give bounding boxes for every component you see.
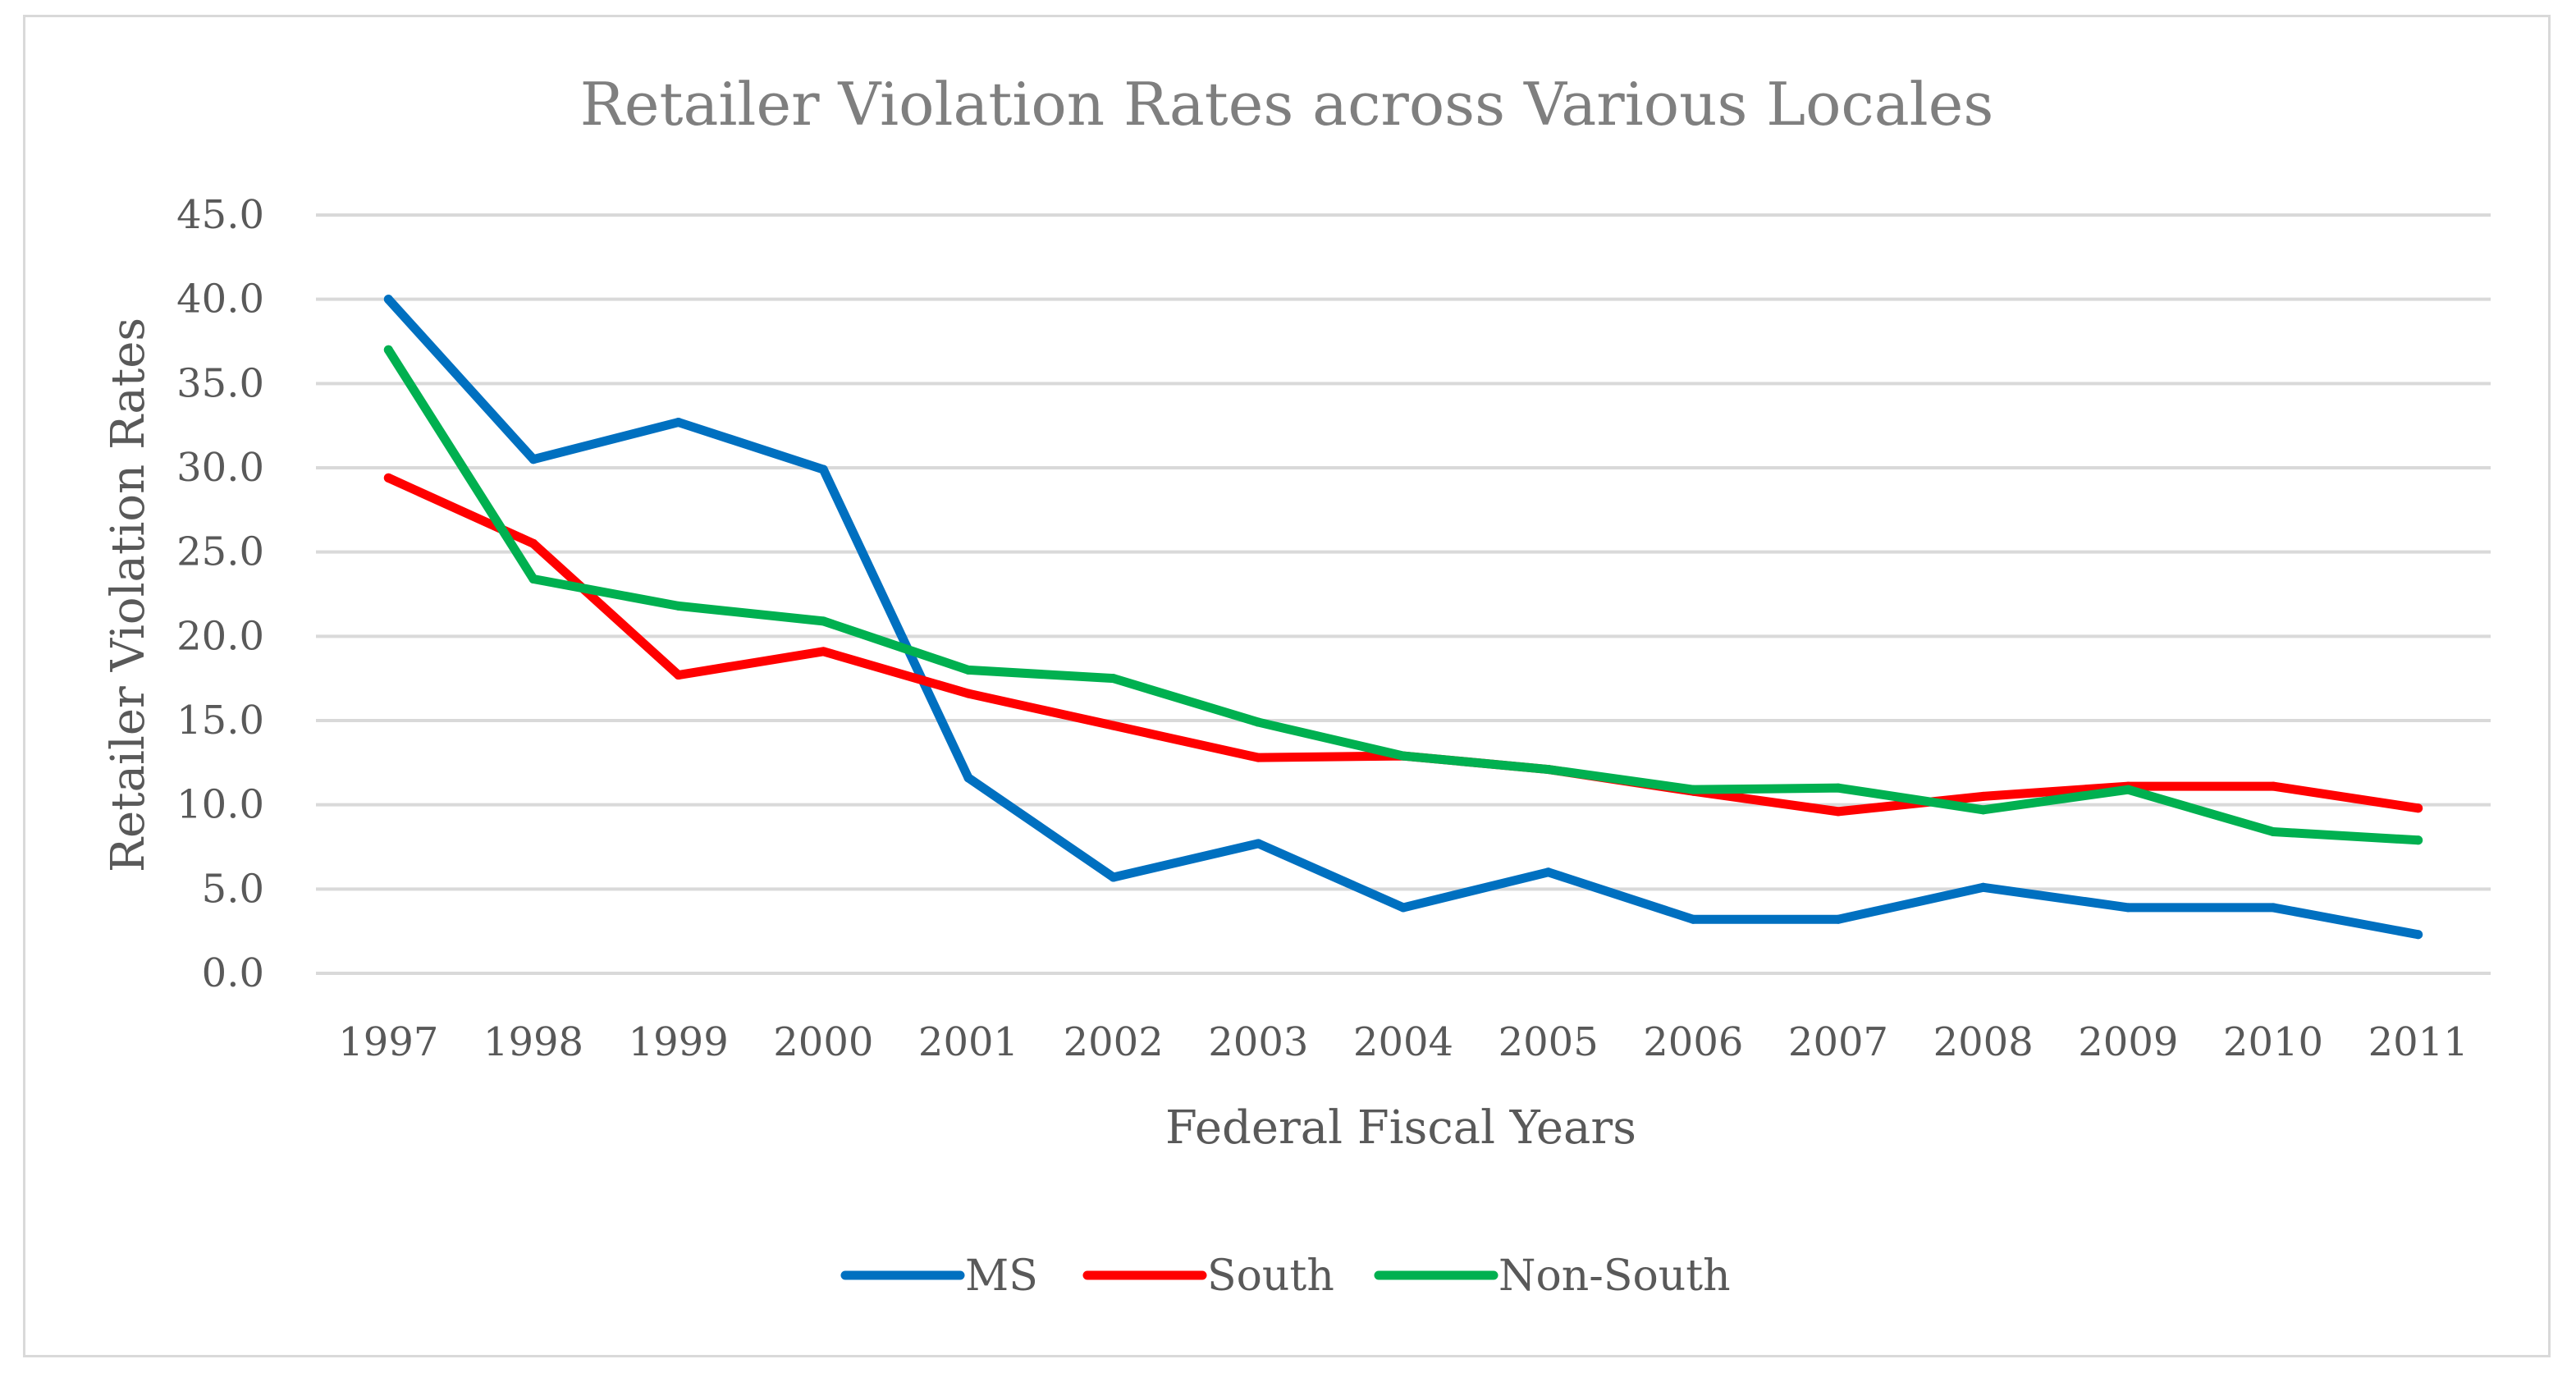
x-tick-label: 2002 bbox=[1064, 1019, 1164, 1065]
x-tick-label: 2007 bbox=[1788, 1019, 1888, 1065]
x-axis-ticks: 1997 1998 1999 2000 2001 2002 2003 2004 2005 2006… bbox=[338, 1019, 2468, 1065]
y-tick-label: 20.0 bbox=[176, 613, 264, 659]
data-point bbox=[818, 647, 828, 657]
data-point bbox=[1398, 903, 1408, 913]
data-point bbox=[963, 773, 973, 783]
data-point bbox=[2268, 827, 2278, 837]
chart-title: Retailer Violation Rates across Various … bbox=[580, 70, 1994, 139]
x-tick-label: 2006 bbox=[1643, 1019, 1743, 1065]
data-point bbox=[528, 574, 538, 584]
data-point bbox=[1253, 753, 1263, 762]
data-point bbox=[2414, 803, 2423, 813]
x-tick-label: 2008 bbox=[1933, 1019, 2034, 1065]
data-point bbox=[2414, 930, 2423, 940]
x-tick-label: 2004 bbox=[1353, 1019, 1453, 1065]
legend-label: MS bbox=[965, 1252, 1038, 1301]
data-point bbox=[1253, 717, 1263, 727]
chart-frame bbox=[23, 15, 2551, 1357]
data-point bbox=[674, 418, 684, 428]
x-axis-label: Federal Fiscal Years bbox=[1165, 1101, 1636, 1155]
data-point bbox=[963, 689, 973, 698]
y-axis-ticks: 0.0 5.0 10.0 15.0 20.0 25.0 30.0 35.0 40.0 45.0 bbox=[176, 192, 264, 996]
data-point bbox=[1979, 805, 1988, 815]
series-line-ms bbox=[383, 295, 2423, 940]
x-tick-label: 1998 bbox=[483, 1019, 583, 1065]
legend-label: Non-South bbox=[1498, 1252, 1731, 1301]
y-tick-label: 5.0 bbox=[202, 866, 264, 912]
y-tick-label: 40.0 bbox=[176, 277, 264, 323]
data-point bbox=[1109, 721, 1119, 730]
data-point bbox=[963, 665, 973, 675]
data-point bbox=[1109, 674, 1119, 684]
legend: MS South Non-South bbox=[840, 1252, 1731, 1301]
data-point bbox=[1253, 839, 1263, 849]
x-tick-label: 2010 bbox=[2223, 1019, 2323, 1065]
data-point bbox=[1833, 914, 1843, 924]
y-tick-label: 25.0 bbox=[176, 529, 264, 575]
y-tick-label: 15.0 bbox=[176, 698, 264, 744]
data-point bbox=[383, 345, 393, 355]
y-tick-label: 10.0 bbox=[176, 782, 264, 828]
data-point bbox=[1544, 765, 1553, 775]
data-point bbox=[383, 473, 393, 483]
data-point bbox=[1833, 783, 1843, 793]
data-point bbox=[1544, 867, 1553, 877]
data-point bbox=[674, 601, 684, 611]
data-point bbox=[1833, 807, 1843, 817]
data-point bbox=[528, 538, 538, 548]
gridlines bbox=[316, 213, 2491, 975]
x-tick-label: 2003 bbox=[1208, 1019, 1308, 1065]
x-tick-label: 1997 bbox=[338, 1019, 438, 1065]
data-point bbox=[2123, 785, 2133, 794]
y-tick-label: 45.0 bbox=[176, 192, 264, 238]
series-lines bbox=[383, 295, 2423, 940]
data-point bbox=[1979, 882, 1988, 892]
data-point bbox=[2414, 835, 2423, 845]
x-tick-label: 2000 bbox=[773, 1019, 873, 1065]
y-axis-label: Retailer Violation Rates bbox=[102, 318, 155, 872]
x-tick-label: 2009 bbox=[2078, 1019, 2178, 1065]
data-point bbox=[674, 670, 684, 680]
data-point bbox=[2123, 903, 2133, 913]
y-tick-label: 35.0 bbox=[176, 360, 264, 406]
y-tick-label: 0.0 bbox=[202, 950, 264, 996]
x-tick-label: 1999 bbox=[629, 1019, 729, 1065]
data-point bbox=[1688, 914, 1698, 924]
y-tick-label: 30.0 bbox=[176, 445, 264, 491]
data-point bbox=[528, 455, 538, 464]
x-tick-label: 2011 bbox=[2368, 1019, 2468, 1065]
x-tick-label: 2001 bbox=[918, 1019, 1018, 1065]
x-tick-label: 2005 bbox=[1498, 1019, 1599, 1065]
series-line-south bbox=[383, 473, 2423, 817]
data-point bbox=[2268, 903, 2278, 913]
legend-label: South bbox=[1207, 1252, 1334, 1301]
data-point bbox=[1109, 872, 1119, 882]
data-point bbox=[1398, 751, 1408, 761]
data-point bbox=[818, 464, 828, 474]
data-point bbox=[1688, 785, 1698, 794]
data-point bbox=[2268, 781, 2278, 791]
data-point bbox=[383, 295, 393, 304]
data-point bbox=[1979, 791, 1988, 801]
data-point bbox=[818, 616, 828, 626]
